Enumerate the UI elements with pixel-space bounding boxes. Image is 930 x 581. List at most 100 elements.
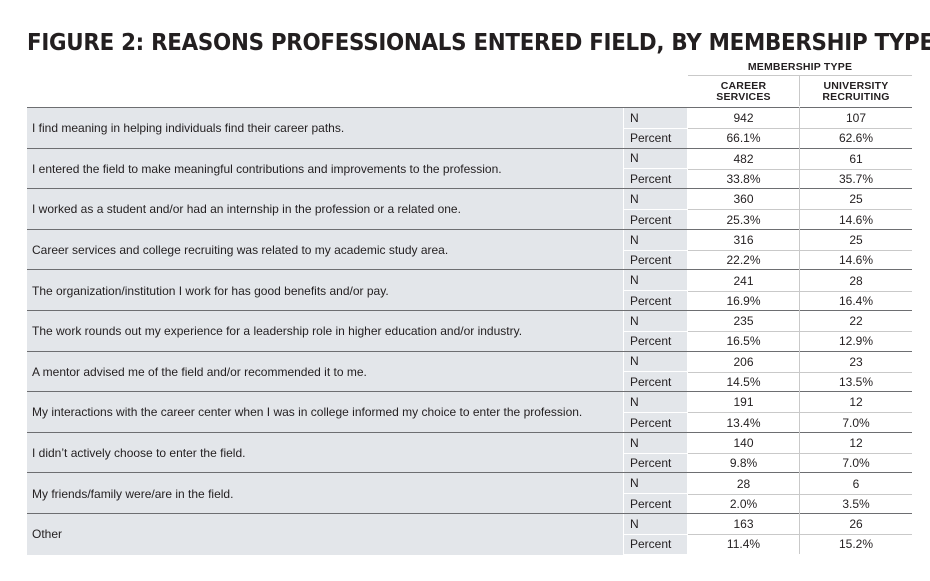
university-recruiting-percent: 62.6% [838,131,874,146]
career-services-percent: 66.1% [726,131,761,146]
stat-label-n: N [624,311,687,331]
stat-label-percent: Percent [624,412,687,433]
university-recruiting-percent: 14.6% [838,212,874,227]
stat-label-n: N [624,514,687,534]
university-recruiting-n: 61 [849,151,863,166]
reason-label: The organization/institution I work for … [27,270,623,311]
university-recruiting-percent: 16.4% [838,293,874,308]
column-header-university-recruiting-line2: RECRUITING [822,91,890,103]
column-header-university-recruiting-line1: UNIVERSITY [823,80,889,92]
career-services-n: 206 [733,354,754,369]
university-recruiting-n: 12 [849,395,863,410]
table-row: A mentor advised me of the field and/or … [27,350,912,393]
group-header-rule [688,75,912,76]
reason-label: I didn’t actively choose to enter the fi… [27,432,623,474]
row-inner-rule [688,209,912,211]
row-inner-rule [688,128,912,130]
career-services-percent: 33.8% [726,172,761,187]
table-row: Other N Percent 163 11.4% 26 15.2% [27,513,912,555]
university-recruiting-percent: 13.5% [838,375,874,390]
reason-label: I entered the field to make meaningful c… [27,148,623,190]
table-row: I worked as a student and/or had an inte… [27,188,912,230]
reason-label: The work rounds out my experience for a … [27,311,623,352]
row-inner-rule [688,453,912,455]
university-recruiting-n: 12 [849,435,863,450]
career-services-n: 482 [733,151,754,166]
career-services-n: 28 [736,476,751,491]
university-recruiting-percent: 3.5% [842,496,870,511]
career-services-percent: 9.8% [729,456,758,471]
university-recruiting-percent: 14.6% [838,253,874,268]
reason-label: My friends/family were/are in the field. [27,473,623,514]
stat-label-percent: Percent [624,169,687,189]
table-row: My interactions with the career center w… [27,391,912,433]
stat-label-n: N [624,392,687,412]
stat-label-percent: Percent [624,250,687,270]
reason-label: A mentor advised me of the field and/or … [27,351,623,393]
stat-label-n: N [624,148,687,169]
career-services-percent: 22.2% [726,253,761,268]
university-recruiting-percent: 35.7% [838,172,874,187]
career-services-percent: 14.5% [726,375,761,390]
university-recruiting-percent: 12.9% [838,334,874,349]
row-inner-rule [688,290,912,292]
row-inner-rule [688,412,912,414]
stat-label-n: N [624,189,687,209]
membership-type-header: MEMBERSHIP TYPE [747,61,853,73]
career-services-percent: 13.4% [726,415,761,430]
row-inner-rule [688,493,912,495]
body-column-divider [799,107,800,554]
stat-label-n: N [624,270,687,291]
table-row: My friends/family were/are in the field.… [27,472,912,514]
stat-label-n: N [624,473,687,494]
column-header-career-services-line2: SERVICES [716,91,771,103]
header-column-divider [799,76,800,106]
university-recruiting-n: 22 [849,314,863,329]
stat-label-n: N [624,229,687,250]
row-inner-rule [688,250,912,252]
university-recruiting-n: 26 [849,517,863,532]
university-recruiting-n: 6 [852,476,860,491]
stat-label-percent: Percent [624,209,687,230]
career-services-n: 163 [733,517,754,532]
row-inner-rule [688,331,912,333]
table-row: I find meaning in helping individuals fi… [27,107,912,149]
stat-label-percent: Percent [624,534,687,555]
university-recruiting-percent: 7.0% [842,415,870,430]
table-row: I didn’t actively choose to enter the fi… [27,431,912,474]
figure-title: FIGURE 2: REASONS PROFESSIONALS ENTERED … [27,30,930,56]
reason-label: I worked as a student and/or had an inte… [27,189,623,230]
column-header-career-services-line1: CAREER [720,80,767,92]
stat-label-percent: Percent [624,291,687,311]
stat-label-n: N [624,108,687,128]
career-services-percent: 11.4% [726,537,761,552]
table-row: The organization/institution I work for … [27,269,912,311]
reason-label: My interactions with the career center w… [27,392,623,433]
career-services-n: 942 [733,111,754,126]
stat-label-percent: Percent [624,372,687,392]
row-inner-rule [688,534,912,536]
university-recruiting-percent: 15.2% [838,537,874,552]
stat-label-percent: Percent [624,128,687,149]
career-services-n: 191 [733,395,754,410]
stat-label-n: N [624,432,687,453]
column-header-university-recruiting: UNIVERSITY RECRUITING [800,78,912,106]
reason-label: Other [27,514,623,555]
career-services-n: 316 [733,232,754,247]
university-recruiting-n: 23 [849,354,863,369]
career-services-percent: 16.9% [726,293,761,308]
stat-label-n: N [624,351,687,372]
column-header-career-services: CAREER SERVICES [688,78,799,106]
career-services-percent: 16.5% [726,334,761,349]
table-row: The work rounds out my experience for a … [27,310,912,352]
career-services-percent: 2.0% [729,496,758,511]
table-row: I entered the field to make meaningful c… [27,147,912,190]
reason-label: Career services and college recruiting w… [27,229,623,271]
row-inner-rule [688,371,912,373]
career-services-n: 235 [733,314,754,329]
university-recruiting-n: 25 [849,232,863,247]
stat-label-percent: Percent [624,453,687,473]
career-services-n: 360 [733,192,754,207]
university-recruiting-percent: 7.0% [842,456,870,471]
reason-label: I find meaning in helping individuals fi… [27,108,623,149]
